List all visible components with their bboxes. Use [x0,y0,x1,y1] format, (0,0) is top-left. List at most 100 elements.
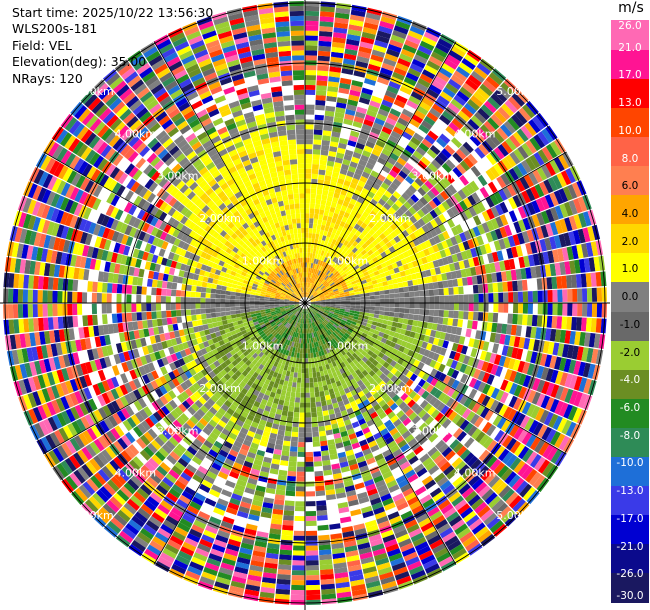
range-gate-cell [331,338,337,344]
range-gate-cell [308,307,312,312]
range-gate-cell [429,538,444,550]
range-gate-cell [395,474,407,484]
range-gate-cell [334,391,341,398]
range-gate-cell [375,369,383,377]
range-gate-cell [146,295,152,303]
range-gate-cell [170,289,177,297]
range-gate-cell [298,338,302,344]
range-gate-cell [327,322,333,327]
range-gate-cell [507,408,517,422]
range-gate-cell [442,484,455,495]
range-gate-cell [321,450,330,457]
range-gate-cell [341,383,348,390]
range-gate-cell [186,533,201,543]
range-gate-cell [305,333,307,339]
range-gate-cell [226,543,240,552]
range-gate-cell [342,530,355,538]
range-gate-cell [343,353,350,360]
range-gate-cell [131,303,137,313]
range-gate-cell [453,427,463,439]
range-gate-cell [385,436,395,445]
range-gate-cell [403,313,410,319]
range-gate-cell [284,333,289,340]
range-gate-cell [525,326,532,338]
range-gate-cell [290,331,294,337]
range-gate-cell [310,397,316,403]
range-gate-cell [278,399,285,406]
range-gate-cell [287,194,294,200]
range-gate-cell [271,518,283,525]
range-gate-cell [452,413,462,425]
range-gate-cell [458,311,464,319]
range-gate-cell [428,309,435,316]
range-gate-cell [260,586,275,594]
range-gate-cell [22,289,28,303]
range-gate-cell [287,475,296,482]
range-gate-cell [306,570,320,576]
range-gate-cell [280,544,293,551]
range-gate-cell [408,411,418,421]
range-gate-cell [292,382,297,388]
range-gate-cell [518,337,526,349]
range-gate-cell [337,315,343,320]
range-gate-cell [317,311,323,316]
range-gate-cell [321,598,337,605]
range-gate-cell [305,511,317,517]
range-gate-cell [289,325,294,331]
range-gate-cell [365,306,371,310]
range-gate-cell [254,297,260,301]
range-gate-cell [443,465,455,476]
range-gate-cell [298,307,302,313]
range-gate-cell [294,322,298,327]
range-gate-cell [307,308,310,313]
range-gate-cell [308,323,311,329]
range-gate-cell [309,306,315,310]
range-gate-cell [394,378,402,386]
range-gate-cell [286,334,291,340]
range-gate-cell [310,304,316,306]
range-gate-cell [564,388,574,404]
range-gate-cell [292,347,296,353]
range-gate-cell [72,279,79,292]
range-gate-cell [509,457,522,471]
range-gate-cell [350,303,356,306]
range-gate-cell [151,319,158,328]
range-gate-cell [306,565,319,571]
range-gate-cell [431,323,438,331]
range-gate-cell [461,487,475,499]
range-gate-cell [325,337,330,343]
range-gate-cell [595,318,602,333]
range-gate-cell [213,440,224,450]
range-gate-cell [290,391,296,398]
range-gate-cell [460,384,469,395]
range-gate-cell [249,305,255,309]
range-gate-cell [319,334,324,340]
range-gate-cell [308,307,313,312]
range-gate-cell [288,466,297,472]
range-gate-cell [360,305,366,310]
range-gate-cell [360,556,375,565]
range-gate-cell [526,314,533,326]
range-gate-cell [91,303,97,315]
range-gate-cell [448,491,461,503]
range-gate-cell [446,325,453,334]
range-gate-cell [307,343,310,349]
range-gate-cell [470,348,478,358]
range-gate-cell [262,461,271,469]
range-gate-cell [126,285,133,294]
range-gate-cell [305,491,316,497]
range-gate-cell [308,307,312,313]
range-gate-cell [244,589,260,597]
range-gate-cell [377,520,391,529]
range-gate-cell [217,471,229,480]
range-gate-cell [309,312,313,318]
range-gate-cell [282,524,294,531]
range-gate-cell [394,571,410,581]
range-gate-cell [186,315,192,322]
range-gate-cell [567,303,573,316]
range-gate-cell [67,279,74,291]
range-gate-cell [436,324,443,332]
range-gate-cell [552,415,563,431]
range-gate-cell [393,332,400,339]
